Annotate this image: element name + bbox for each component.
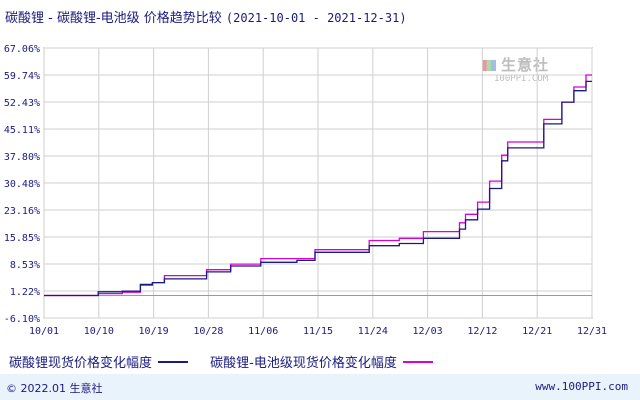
- chart-legend: 碳酸锂现货价格变化幅度 碳酸锂-电池级现货价格变化幅度: [9, 352, 451, 371]
- chart-title-text: 碳酸锂 - 碳酸锂-电池级 价格趋势比较: [5, 11, 222, 26]
- x-tick-label: 11/24: [358, 326, 388, 337]
- chart-series: [44, 74, 592, 297]
- series-line-lithium-carbonate: [44, 80, 592, 297]
- x-tick-label: 12/21: [522, 326, 552, 337]
- y-tick-label: 52.43%: [4, 98, 40, 109]
- y-tick-label: -6.10%: [4, 314, 40, 325]
- chart-title: 碳酸锂 - 碳酸锂-电池级 价格趋势比较 (2021-10-01 - 2021-…: [5, 7, 407, 26]
- y-axis-labels: 67.06% 59.74% 52.43% 45.11% 37.80% 30.48% 23.1…: [4, 44, 40, 325]
- watermark-logo-icon: [482, 60, 496, 71]
- legend-label: 碳酸锂-电池级现货价格变化幅度: [210, 356, 397, 371]
- x-tick-label: 10/28: [193, 326, 223, 337]
- x-tick-label: 12/12: [467, 326, 497, 337]
- watermark: 生意社 100PPI.COM: [482, 54, 550, 84]
- chart-grid: [43, 47, 593, 319]
- y-tick-label: 45.11%: [4, 125, 40, 136]
- y-tick-label: 8.53%: [10, 260, 40, 271]
- footer-copyright: © 2022.01 生意社: [6, 382, 103, 395]
- x-tick-label: 10/10: [84, 326, 114, 337]
- legend-swatch: [158, 360, 189, 363]
- y-tick-label: 23.16%: [4, 206, 40, 217]
- footer-url: www.100PPI.com: [535, 380, 628, 393]
- y-tick-label: 37.80%: [4, 152, 40, 163]
- x-tick-label: 12/03: [413, 326, 443, 337]
- footer-bar: [0, 374, 640, 400]
- x-tick-label: 10/19: [139, 326, 169, 337]
- x-tick-label: 11/15: [303, 326, 333, 337]
- y-tick-label: 1.22%: [10, 287, 40, 298]
- watermark-name: 生意社: [501, 56, 550, 74]
- x-axis-labels: 10/01 10/10 10/19 10/28 11/06 11/15 11/24 12/03…: [29, 326, 607, 337]
- legend-item-battery-grade: 碳酸锂-电池级现货价格变化幅度: [210, 352, 433, 371]
- x-tick-label: 10/01: [29, 326, 59, 337]
- legend-item-lithium-carbonate: 碳酸锂现货价格变化幅度: [9, 352, 189, 371]
- chart-date-range: (2021-10-01 - 2021-12-31): [225, 11, 407, 25]
- y-tick-label: 30.48%: [4, 179, 40, 190]
- legend-swatch: [402, 360, 433, 363]
- y-tick-label: 15.85%: [4, 233, 40, 244]
- x-tick-label: 11/06: [248, 326, 278, 337]
- y-tick-label: 67.06%: [4, 44, 40, 55]
- legend-label: 碳酸锂现货价格变化幅度: [9, 356, 153, 371]
- y-tick-label: 59.74%: [4, 71, 40, 82]
- watermark-url: 100PPI.COM: [494, 74, 549, 84]
- x-tick-label: 12/31: [577, 326, 607, 337]
